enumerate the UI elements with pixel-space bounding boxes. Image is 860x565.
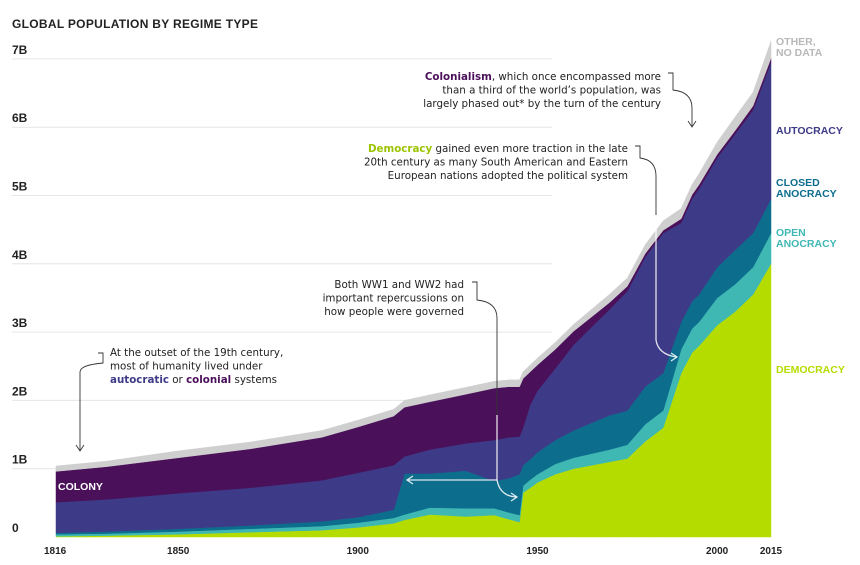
democracy-arrowhead	[670, 352, 679, 362]
annotation-outset: At the outset of the 19th century, most o…	[110, 347, 283, 386]
y-tick-label: 4B	[12, 248, 28, 262]
democracy-arrow-inside	[655, 215, 677, 358]
y-tick-label: 0	[12, 521, 19, 535]
y-tick-label: 2B	[12, 384, 28, 398]
series-label-autocracy: AUTOCRACY	[776, 125, 843, 137]
wars-arrowhead-left	[405, 475, 414, 485]
x-tick-label: 1850	[167, 546, 190, 557]
gridlines	[12, 58, 552, 470]
x-tick-label: 1950	[526, 546, 549, 557]
series-label-closed_anocracy: CLOSED ANOCRACY	[776, 177, 837, 200]
annotation-wars: Both WW1 and WW2 had important repercussi…	[323, 279, 464, 318]
annotation-democracy: Democracy gained even more traction in t…	[364, 143, 628, 182]
series-labels: DEMOCRACY OPEN ANOCRACY CLOSED ANOCRACY AUTOC…	[58, 36, 845, 493]
annotation-arrows	[75, 72, 697, 502]
wars-arrowhead	[510, 492, 519, 502]
outset-arrowhead	[75, 444, 85, 452]
colonial-arrowhead	[687, 120, 697, 128]
x-tick-label: 2015	[760, 546, 783, 557]
x-tick-label: 2000	[706, 546, 729, 557]
democracy-arrow	[635, 145, 657, 215]
colonial-arrow	[668, 72, 693, 126]
series-label-colony: COLONY	[58, 481, 103, 493]
stacked-areas	[55, 41, 772, 538]
series-label-open_anocracy: OPEN ANOCRACY	[776, 227, 837, 250]
series-label-other: OTHER, NO DATA	[776, 36, 823, 59]
annotations: Colonialism, which once encompassed more…	[110, 71, 661, 386]
x-tick-label: 1816	[44, 546, 67, 557]
y-tick-label: 3B	[12, 316, 28, 330]
annotation-colonial: Colonialism, which once encompassed more…	[423, 71, 661, 110]
y-tick-label: 6B	[12, 111, 28, 125]
series-label-democracy: DEMOCRACY	[776, 364, 845, 376]
x-tick-label: 1900	[347, 546, 370, 557]
x-axis: 1816 1850 1900 1950 2000 2015	[44, 546, 783, 557]
y-tick-label: 1B	[12, 453, 28, 467]
y-tick-label: 5B	[12, 180, 28, 194]
y-tick-label: 7B	[12, 43, 28, 57]
area-other	[55, 41, 772, 472]
wars-arrow-inside	[496, 415, 517, 498]
chart-title: GLOBAL POPULATION BY REGIME TYPE	[12, 17, 258, 31]
wars-arrow	[472, 281, 498, 415]
outset-arrow	[79, 352, 104, 450]
y-axis: 0 1B 2B 3B 4B 5B 6B 7B	[12, 43, 28, 535]
